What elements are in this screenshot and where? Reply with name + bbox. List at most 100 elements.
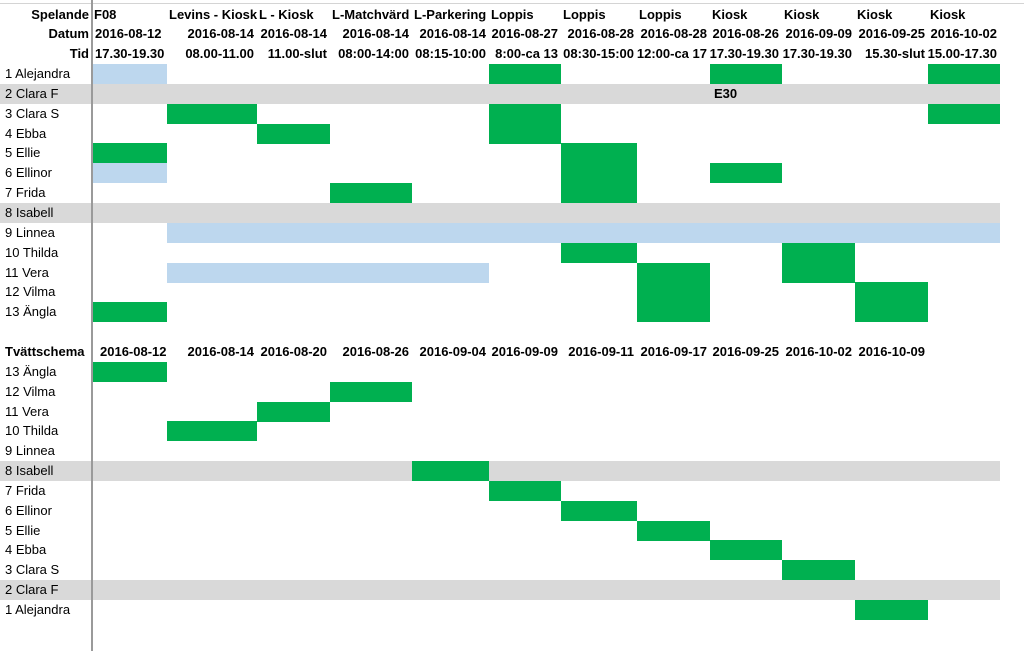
player-label[interactable]: 12 Vilma	[5, 383, 56, 399]
highlight-cell[interactable]	[257, 222, 330, 243]
column-activity-5[interactable]: Loppis	[491, 6, 534, 22]
laundry-date-5[interactable]: 2016-09-09	[491, 343, 559, 359]
column-time-7[interactable]: 12:00-ca 17	[636, 46, 707, 62]
player-label[interactable]: 5 Ellie	[5, 145, 41, 161]
column-date-0[interactable]: 2016-08-12	[95, 26, 162, 42]
highlight-cell[interactable]	[92, 163, 167, 184]
column-activity-2[interactable]: L - Kiosk	[259, 6, 314, 22]
highlight-cell[interactable]	[167, 262, 257, 283]
assigned-cell[interactable]	[561, 143, 637, 164]
assigned-cell[interactable]	[710, 163, 782, 184]
column-date-7[interactable]: 2016-08-28	[640, 26, 708, 42]
highlight-cell[interactable]	[855, 222, 928, 243]
player-label[interactable]: 3 Clara S	[5, 562, 60, 578]
column-activity-9[interactable]: Kiosk	[784, 6, 820, 22]
column-time-0[interactable]: 17.30-19.30	[95, 46, 165, 62]
player-label[interactable]: 11 Vera	[5, 264, 49, 280]
player-label[interactable]: 11 Vera	[5, 403, 49, 419]
laundry-date-3[interactable]: 2016-08-26	[342, 343, 410, 359]
column-date-2[interactable]: 2016-08-14	[260, 26, 328, 42]
column-time-3[interactable]: 08:00-14:00	[338, 46, 409, 62]
highlight-cell[interactable]	[710, 222, 782, 243]
column-time-6[interactable]: 08:30-15:00	[563, 46, 634, 62]
highlight-cell[interactable]	[928, 222, 1000, 243]
player-label[interactable]: 13 Ängla	[5, 304, 57, 320]
laundry-date-1[interactable]: 2016-08-14	[187, 343, 255, 359]
assigned-cell[interactable]	[928, 103, 1000, 124]
highlight-cell[interactable]	[489, 222, 561, 243]
column-activity-10[interactable]: Kiosk	[857, 6, 893, 22]
column-activity-8[interactable]: Kiosk	[712, 6, 748, 22]
assigned-cell[interactable]	[330, 183, 412, 204]
column-time-1[interactable]: 08.00-11.00	[185, 46, 254, 62]
player-label[interactable]: 8 Isabell	[5, 205, 54, 220]
assigned-cell[interactable]	[855, 282, 928, 303]
column-time-11[interactable]: 15.00-17.30	[927, 46, 997, 62]
assigned-cell[interactable]	[92, 361, 167, 382]
column-date-9[interactable]: 2016-09-09	[785, 26, 853, 42]
player-label[interactable]: 3 Clara S	[5, 105, 60, 121]
highlight-cell[interactable]	[330, 222, 412, 243]
player-label[interactable]: 1 Alejandra	[5, 66, 71, 82]
laundry-date-6[interactable]: 2016-09-11	[568, 343, 634, 359]
player-label[interactable]: 8 Isabell	[5, 463, 54, 479]
highlight-cell[interactable]	[561, 222, 637, 243]
column-activity-4[interactable]: L-Parkering	[414, 6, 487, 22]
highlight-cell[interactable]	[167, 222, 257, 243]
assigned-cell[interactable]	[330, 381, 412, 402]
assigned-cell[interactable]	[489, 480, 561, 501]
highlight-cell[interactable]	[412, 262, 489, 283]
column-time-8[interactable]: 17.30-19.30	[709, 46, 779, 62]
assigned-cell[interactable]	[782, 560, 855, 581]
column-time-5[interactable]: 8:00-ca 13	[495, 46, 558, 62]
player-label[interactable]: 13 Ängla	[5, 363, 57, 379]
laundry-date-4[interactable]: 2016-09-04	[419, 343, 487, 359]
assigned-cell[interactable]	[561, 500, 637, 521]
assigned-cell[interactable]	[167, 103, 257, 124]
assigned-cell[interactable]	[782, 262, 855, 283]
column-activity-0[interactable]: F08	[94, 6, 117, 22]
column-date-8[interactable]: 2016-08-26	[712, 26, 780, 42]
assigned-cell[interactable]	[489, 123, 561, 144]
assigned-cell[interactable]	[710, 64, 782, 85]
column-activity-7[interactable]: Loppis	[639, 6, 682, 22]
column-date-6[interactable]: 2016-08-28	[567, 26, 635, 42]
player-label[interactable]: 2 Clara F	[5, 582, 59, 598]
assigned-cell[interactable]	[710, 540, 782, 561]
player-label[interactable]: 10 Thilda	[5, 423, 59, 439]
player-label[interactable]: 9 Linnea	[5, 443, 55, 459]
player-label[interactable]: 2 Clara F	[5, 85, 59, 101]
column-date-1[interactable]: 2016-08-14	[187, 26, 255, 42]
highlight-cell[interactable]	[257, 262, 330, 283]
column-time-10[interactable]: 15.30-slut	[865, 46, 925, 62]
column-date-3[interactable]: 2016-08-14	[342, 26, 410, 42]
assigned-cell[interactable]	[167, 421, 257, 442]
assigned-cell[interactable]	[561, 183, 637, 204]
assigned-cell[interactable]	[561, 242, 637, 263]
player-label[interactable]: 4 Ebba	[5, 542, 47, 558]
highlight-cell[interactable]	[412, 222, 489, 243]
player-label[interactable]: 7 Frida	[5, 185, 46, 201]
highlight-cell[interactable]	[782, 222, 855, 243]
column-time-4[interactable]: 08:15-10:00	[415, 46, 486, 62]
player-label[interactable]: 12 Vilma	[5, 284, 56, 300]
assigned-cell[interactable]	[637, 302, 710, 323]
player-label[interactable]: 4 Ebba	[5, 125, 47, 141]
column-activity-3[interactable]: L-Matchvärd	[332, 6, 410, 22]
highlight-cell[interactable]	[92, 64, 167, 85]
column-date-10[interactable]: 2016-09-25	[858, 26, 926, 42]
column-time-9[interactable]: 17.30-19.30	[782, 46, 852, 62]
assigned-cell[interactable]	[92, 302, 167, 323]
assigned-cell[interactable]	[637, 520, 710, 541]
player-label[interactable]: 1 Alejandra	[5, 602, 71, 617]
player-label[interactable]: 10 Thilda	[5, 244, 59, 260]
assigned-cell[interactable]	[855, 302, 928, 323]
column-time-2[interactable]: 11.00-slut	[267, 46, 327, 62]
assigned-cell[interactable]	[782, 242, 855, 263]
laundry-date-0[interactable]: 2016-08-12	[100, 343, 167, 359]
player-label[interactable]: 9 Linnea	[5, 224, 55, 240]
laundry-date-7[interactable]: 2016-09-17	[640, 343, 708, 359]
assigned-cell[interactable]	[257, 401, 330, 422]
assigned-cell[interactable]	[489, 103, 561, 124]
player-label[interactable]: 7 Frida	[5, 482, 46, 498]
